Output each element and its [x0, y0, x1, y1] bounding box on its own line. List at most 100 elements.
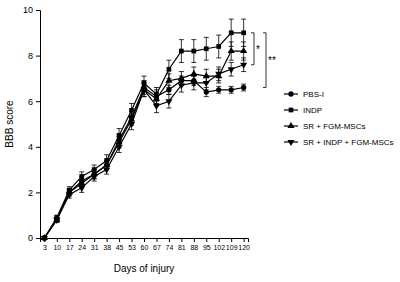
- significance-bracket: *: [251, 33, 260, 65]
- x-tick: 17: [66, 238, 74, 251]
- error-cap: [129, 118, 134, 119]
- x-tick: 109: [226, 238, 238, 251]
- error-cap: [204, 89, 209, 90]
- error-cap: [104, 165, 109, 166]
- error-cap: [241, 41, 246, 42]
- error-cap: [79, 171, 84, 172]
- point: [53, 218, 60, 224]
- x-tick: 10: [53, 238, 61, 251]
- error-cap: [241, 57, 246, 58]
- point: [91, 174, 98, 180]
- error-cap: [142, 82, 147, 83]
- legend-label: PBS-I: [303, 90, 324, 99]
- x-tick-label: 67: [153, 244, 161, 251]
- point: [240, 63, 247, 69]
- x-tick-label: 95: [203, 244, 211, 251]
- point: [204, 46, 209, 51]
- x-tick-label: 45: [116, 244, 124, 251]
- point: [179, 49, 184, 54]
- error-cap: [166, 73, 171, 74]
- error-cap: [154, 87, 159, 88]
- x-tick-mark: [107, 238, 108, 242]
- error-cap: [229, 41, 234, 42]
- x-tick-mark: [194, 238, 195, 242]
- point: [215, 72, 222, 78]
- error-cap: [166, 87, 171, 88]
- error-cap: [179, 62, 184, 63]
- point: [240, 47, 247, 53]
- bracket-line: [251, 33, 254, 65]
- error-cap: [79, 192, 84, 193]
- y-tick: 6: [28, 97, 40, 107]
- error-cap: [92, 171, 97, 172]
- x-tick: 74: [166, 238, 174, 251]
- point: [103, 168, 110, 174]
- series: [42, 19, 246, 240]
- x-tick-mark: [181, 238, 182, 242]
- y-tick-label: 10: [23, 5, 33, 15]
- y-axis-line: [36, 11, 41, 239]
- x-tick-mark: [144, 238, 145, 242]
- error-cap: [92, 169, 97, 170]
- x-tick-mark: [57, 238, 58, 242]
- error-cap: [129, 113, 134, 114]
- error-cap: [216, 57, 221, 58]
- error-cap: [104, 154, 109, 155]
- point: [165, 77, 172, 83]
- error-cap: [229, 62, 234, 63]
- error-cap: [204, 96, 209, 97]
- error-cap: [142, 76, 147, 77]
- error-cap: [142, 82, 147, 83]
- y-tick-mark: [36, 192, 40, 193]
- y-tick-label: 4: [28, 142, 33, 152]
- x-tick-mark: [231, 238, 232, 242]
- x-tick-mark: [206, 238, 207, 242]
- legend-symbol: [287, 140, 294, 146]
- error-cap: [154, 98, 159, 99]
- series-line: [44, 33, 243, 238]
- x-tick: 120: [238, 238, 250, 251]
- error-bar: [216, 86, 221, 93]
- point: [204, 89, 209, 94]
- x-tick-mark: [69, 238, 70, 242]
- error-cap: [229, 19, 234, 20]
- error-cap: [166, 60, 171, 61]
- error-cap: [191, 76, 196, 77]
- x-tick-label: 24: [78, 244, 86, 251]
- legend-item: SR + INDP + FGM-MSCs: [284, 138, 394, 147]
- error-cap: [191, 62, 196, 63]
- y-axis: 0246810: [23, 5, 41, 243]
- x-tick: 60: [141, 238, 149, 251]
- point: [140, 88, 147, 94]
- error-cap: [117, 141, 122, 142]
- error-cap: [92, 169, 97, 170]
- error-cap: [142, 96, 147, 97]
- x-tick: 67: [153, 238, 161, 251]
- bracket-line: [263, 33, 266, 88]
- x-tick-mark: [169, 238, 170, 242]
- x-tick: 88: [190, 238, 198, 251]
- error-cap: [216, 93, 221, 94]
- point: [216, 87, 221, 92]
- point: [229, 30, 234, 35]
- x-tick-mark: [219, 238, 220, 242]
- legend-label: INDP: [303, 106, 322, 115]
- x-tick-label: 102: [213, 244, 225, 251]
- y-tick-mark: [36, 147, 40, 148]
- error-cap: [104, 160, 109, 161]
- point: [190, 81, 197, 87]
- error-cap: [117, 128, 122, 129]
- x-tick-mark: [132, 238, 133, 242]
- error-cap: [204, 37, 209, 38]
- error-cap: [204, 60, 209, 61]
- error-bar: [204, 37, 209, 60]
- point: [153, 104, 160, 110]
- error-cap: [229, 93, 234, 94]
- x-tick-label: 10: [53, 244, 61, 251]
- point: [78, 186, 85, 192]
- error-cap: [92, 181, 97, 182]
- point: [241, 30, 246, 35]
- y-tick-mark: [36, 101, 40, 102]
- series: [41, 42, 247, 240]
- error-cap: [229, 86, 234, 87]
